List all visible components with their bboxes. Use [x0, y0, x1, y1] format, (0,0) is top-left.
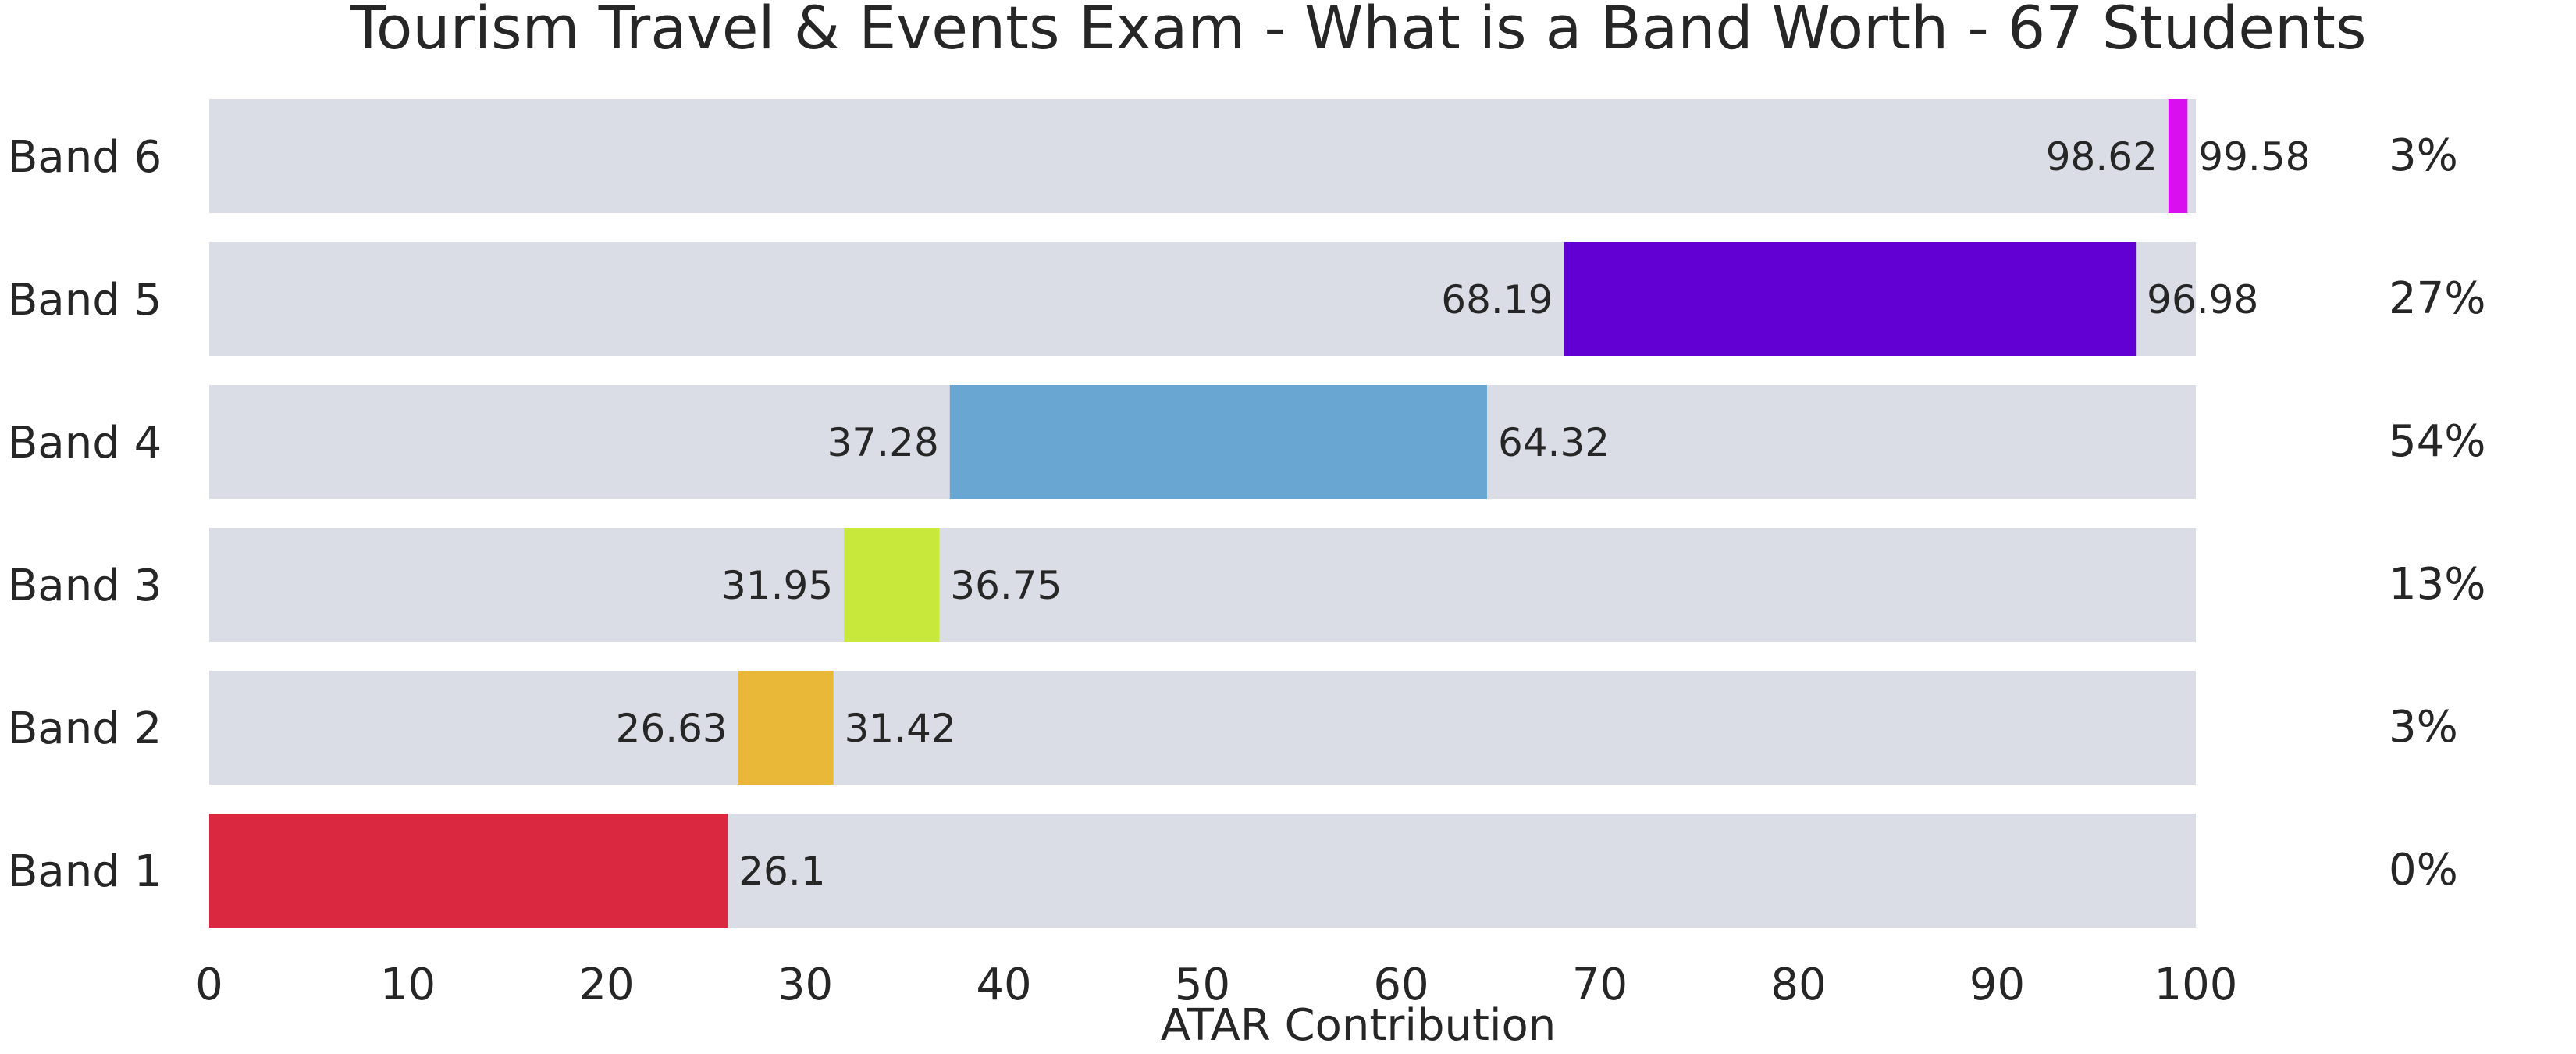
- x-tick-label: 100: [2154, 960, 2238, 1010]
- band-label: Band 3: [8, 561, 162, 611]
- percent-label: 13%: [2389, 559, 2485, 610]
- value-labels: 98.62 99.58 68.19 96.98 37.28 64.32 31.95 36.75…: [616, 134, 2311, 894]
- percent-label: 54%: [2389, 416, 2485, 467]
- percent-label: 3%: [2389, 702, 2458, 753]
- bar-band-4: [949, 385, 1487, 499]
- track-5: [209, 671, 2196, 785]
- x-tick-label: 0: [195, 960, 223, 1010]
- end-value-label: 64.32: [1498, 420, 1610, 465]
- x-axis-label: ATAR Contribution: [1161, 1000, 1557, 1051]
- end-value-label: 26.1: [738, 849, 825, 894]
- x-tick-label: 90: [1969, 960, 2025, 1010]
- x-tick-label: 60: [1373, 960, 1429, 1010]
- bar-band-3: [844, 528, 940, 642]
- x-tick-label: 30: [777, 960, 833, 1010]
- end-value-label: 36.75: [950, 563, 1062, 608]
- x-tick-label: 70: [1572, 960, 1628, 1010]
- end-value-label: 99.58: [2198, 134, 2310, 180]
- bar-band-6: [2168, 99, 2188, 213]
- band-label: Band 6: [8, 132, 162, 183]
- band-label: Band 5: [8, 275, 162, 326]
- x-tick-label: 10: [380, 960, 436, 1010]
- percent-label: 3%: [2389, 130, 2458, 181]
- background-tracks: [209, 99, 2196, 928]
- bar-band-5: [1564, 242, 2137, 356]
- percent-labels: 3% 27% 54% 13% 3% 0%: [2389, 130, 2485, 896]
- chart-title: Tourism Travel & Events Exam - What is a…: [349, 0, 2366, 62]
- band-label: Band 1: [8, 846, 162, 897]
- band-label: Band 2: [8, 703, 162, 754]
- start-value-label: 31.95: [721, 563, 833, 608]
- band-label: Band 4: [8, 418, 162, 468]
- bar-band-1: [209, 814, 728, 928]
- bar-band-2: [738, 671, 834, 785]
- end-value-label: 31.42: [845, 706, 956, 751]
- x-tick-label: 50: [1175, 960, 1230, 1010]
- band-labels: Band 6 Band 5 Band 4 Band 3 Band 2 Band 1: [8, 132, 162, 897]
- percent-label: 0%: [2389, 845, 2458, 896]
- start-value-label: 68.19: [1441, 277, 1553, 322]
- end-value-label: 96.98: [2147, 277, 2258, 322]
- track-4: [209, 528, 2196, 642]
- x-tick-label: 80: [1770, 960, 1826, 1010]
- start-value-label: 26.63: [616, 706, 728, 751]
- percent-label: 27%: [2389, 273, 2485, 324]
- x-tick-label: 20: [578, 960, 634, 1010]
- x-axis-ticks: 0 10 20 30 40 50 60 70 80 90 100: [195, 960, 2237, 1010]
- x-tick-label: 40: [976, 960, 1031, 1010]
- start-value-label: 37.28: [827, 420, 939, 465]
- track-1: [209, 99, 2196, 213]
- start-value-label: 98.62: [2046, 134, 2158, 180]
- band-bars: [209, 99, 2188, 928]
